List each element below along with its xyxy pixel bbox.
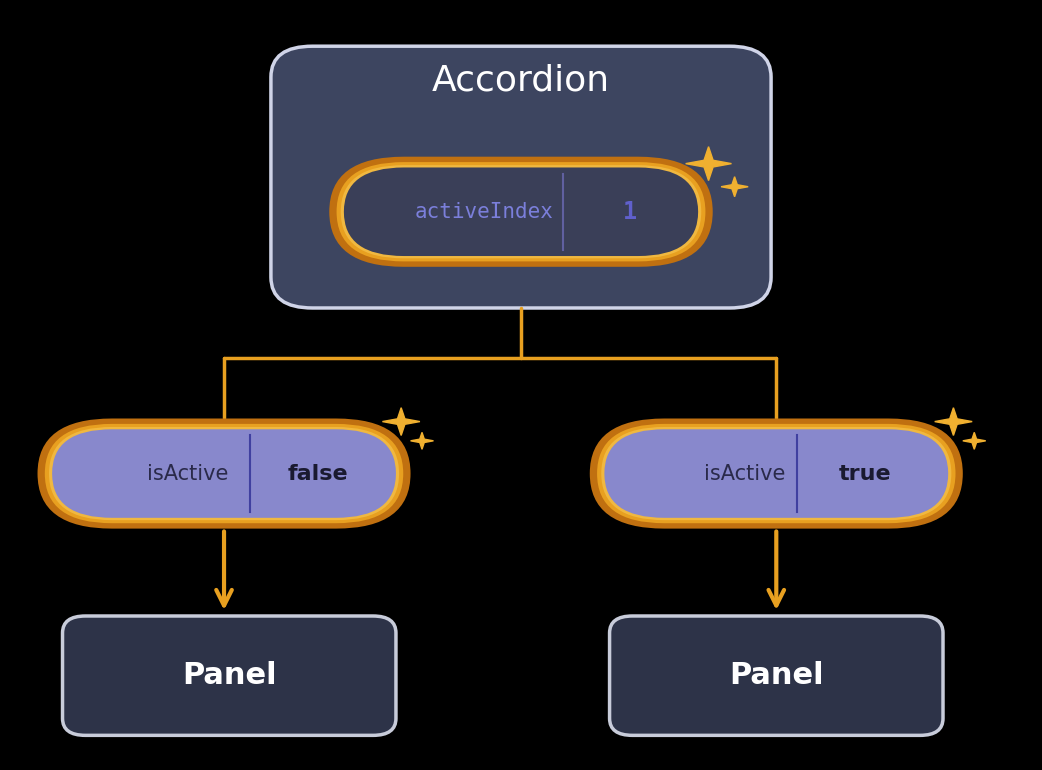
Text: isActive: isActive	[704, 464, 786, 484]
FancyBboxPatch shape	[271, 46, 771, 308]
FancyBboxPatch shape	[337, 162, 705, 262]
Text: 1: 1	[623, 199, 638, 224]
FancyBboxPatch shape	[63, 616, 396, 735]
FancyBboxPatch shape	[341, 165, 701, 259]
FancyBboxPatch shape	[38, 419, 411, 528]
Text: Panel: Panel	[729, 661, 823, 690]
FancyBboxPatch shape	[329, 157, 713, 267]
Polygon shape	[686, 146, 731, 181]
FancyBboxPatch shape	[52, 430, 396, 517]
FancyBboxPatch shape	[45, 424, 403, 524]
Polygon shape	[963, 433, 986, 450]
FancyBboxPatch shape	[601, 427, 951, 521]
FancyBboxPatch shape	[597, 424, 956, 524]
Text: Panel: Panel	[182, 661, 276, 690]
FancyBboxPatch shape	[604, 430, 948, 517]
Text: false: false	[288, 464, 348, 484]
Polygon shape	[721, 177, 748, 197]
Text: activeIndex: activeIndex	[415, 202, 554, 222]
Text: true: true	[839, 464, 891, 484]
Text: Accordion: Accordion	[432, 64, 610, 98]
FancyBboxPatch shape	[590, 419, 963, 528]
FancyBboxPatch shape	[49, 427, 399, 521]
FancyBboxPatch shape	[344, 168, 698, 256]
Polygon shape	[382, 408, 420, 436]
Polygon shape	[411, 433, 433, 450]
Text: isActive: isActive	[147, 464, 228, 484]
FancyBboxPatch shape	[610, 616, 943, 735]
Polygon shape	[935, 408, 972, 436]
